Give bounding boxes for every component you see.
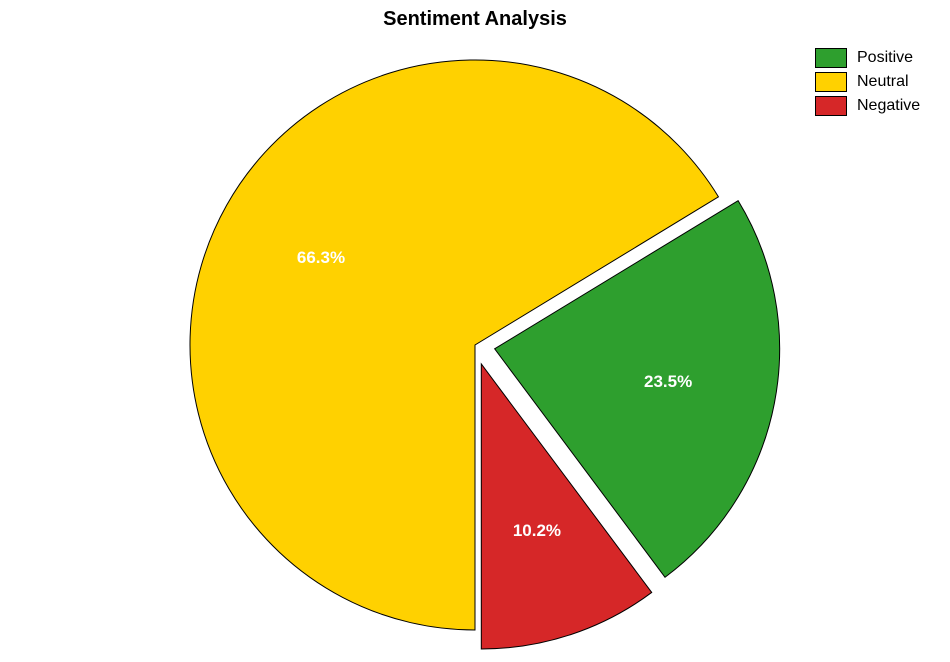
legend-item-neutral: Neutral bbox=[815, 72, 920, 92]
legend-item-negative: Negative bbox=[815, 96, 920, 116]
pie-chart-svg: 66.3% 23.5% 10.2% bbox=[0, 0, 950, 662]
chart-container: Sentiment Analysis 66.3%23.5%10.2% Posit… bbox=[0, 0, 950, 662]
pie-slice-label-positive: 23.5% bbox=[644, 372, 692, 391]
legend-label-neutral: Neutral bbox=[857, 73, 909, 91]
legend-label-positive: Positive bbox=[857, 49, 913, 67]
legend-swatch-neutral bbox=[815, 72, 847, 92]
legend-swatch-positive bbox=[815, 48, 847, 68]
legend-swatch-negative bbox=[815, 96, 847, 116]
legend: Positive Neutral Negative bbox=[815, 48, 920, 120]
pie-slice-label-negative: 10.2% bbox=[513, 521, 561, 540]
legend-item-positive: Positive bbox=[815, 48, 920, 68]
pie-slice-label-neutral: 66.3% bbox=[297, 248, 345, 267]
legend-label-negative: Negative bbox=[857, 97, 920, 115]
